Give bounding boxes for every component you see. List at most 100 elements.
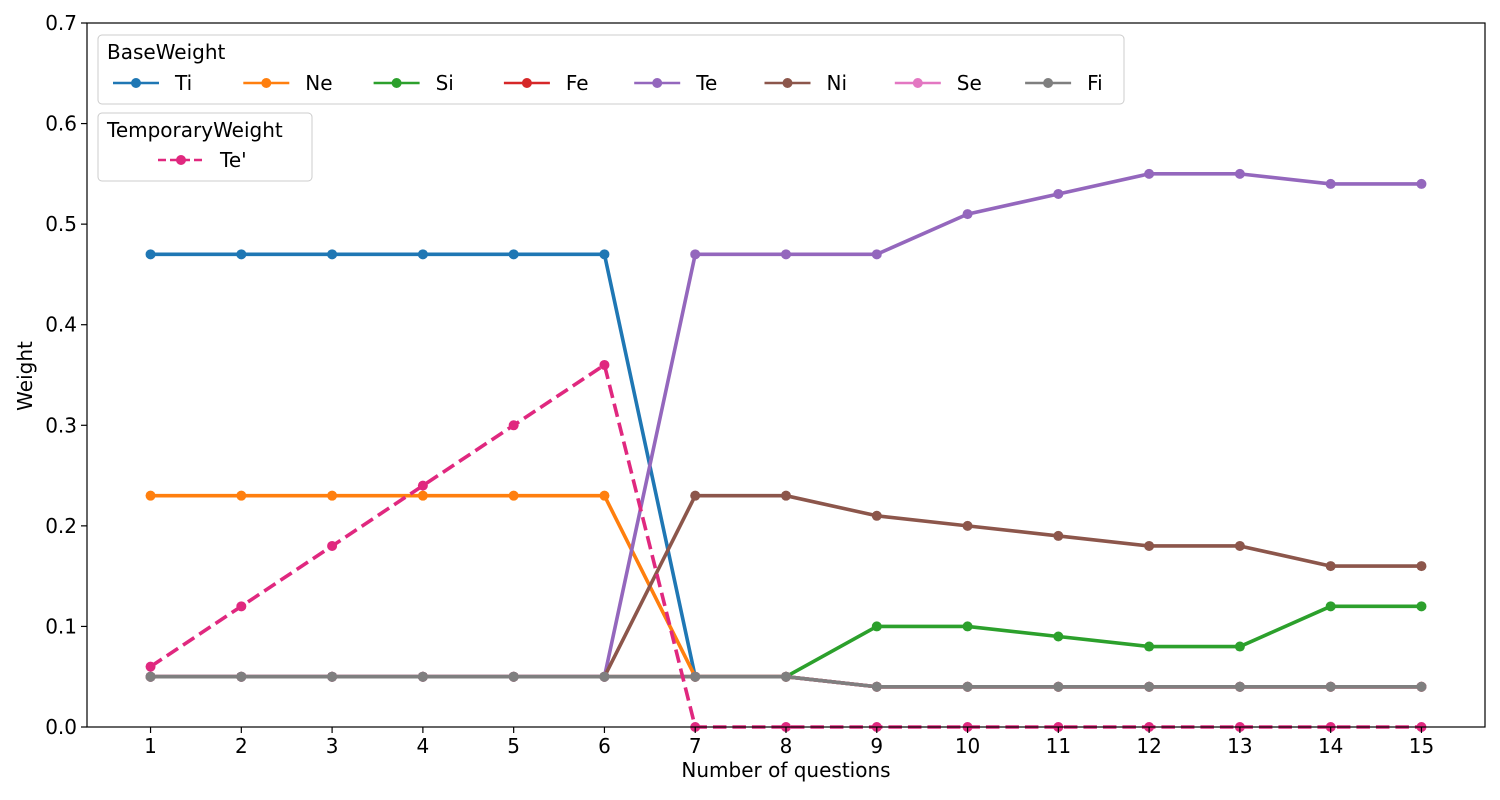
y-axis-label: Weight (13, 341, 37, 411)
x-tick-label: 3 (326, 734, 339, 758)
data-point (417, 480, 428, 491)
data-point (690, 249, 701, 260)
data-point (1416, 178, 1427, 189)
y-tick-label: 0.4 (45, 313, 77, 337)
data-point (962, 520, 973, 531)
x-tick-label: 14 (1318, 734, 1343, 758)
legend-entry: Ti (113, 71, 192, 95)
y-tick-label: 0.2 (45, 514, 77, 538)
data-point (781, 490, 791, 501)
data-point (145, 671, 156, 682)
data-point (1053, 188, 1064, 199)
legend-marker (391, 78, 402, 88)
x-tick-label: 2 (235, 734, 248, 758)
x-tick-label: 13 (1227, 734, 1252, 758)
legend-temporaryweight (97, 112, 313, 182)
legend-marker (521, 78, 532, 88)
x-tick-label: 8 (780, 734, 793, 758)
legend-layer: BaseWeight Ti Ne Si Fe Te Ni Se Fi TemporaryWeigh… (97, 34, 1125, 182)
y-tick-label: 0.5 (45, 212, 77, 236)
data-point (1234, 681, 1245, 692)
legend-label: Se (957, 71, 982, 95)
series-ni (145, 490, 1427, 682)
data-point (1144, 168, 1155, 179)
data-point (1416, 601, 1427, 612)
x-tick-label: 7 (689, 734, 702, 758)
data-point (781, 671, 791, 682)
legend-entry: Fi (1025, 71, 1103, 95)
legend-entry: Se (894, 71, 982, 95)
x-tick-label: 1 (144, 734, 157, 758)
data-point (327, 249, 338, 260)
data-point (1234, 168, 1245, 179)
axes-layer: 1 2 3 4 5 6 7 8 9 10 11 12 13 14 150.00.10.20.30.40.50… (45, 11, 1486, 758)
data-point (1325, 178, 1336, 189)
y-tick-label: 0.3 (45, 413, 77, 437)
data-point (962, 681, 973, 692)
data-point (1053, 681, 1064, 692)
x-tick-label: 5 (507, 734, 520, 758)
legend-entry: Ni (764, 71, 848, 95)
data-point (417, 249, 428, 260)
series-te (145, 168, 1427, 682)
legend-baseweight (97, 34, 1125, 105)
data-point (962, 621, 973, 632)
legend-label: Te (695, 71, 717, 95)
data-point (1325, 561, 1336, 572)
series-line (148, 604, 1424, 679)
legend-marker (131, 78, 141, 88)
data-point (1053, 530, 1064, 541)
data-point (236, 671, 247, 682)
y-tick-label: 0.1 (45, 614, 77, 638)
data-point (871, 510, 882, 521)
data-point (1144, 641, 1155, 652)
data-point (1325, 681, 1336, 692)
legend-marker (176, 155, 186, 165)
series-line (148, 252, 1424, 689)
data-point (1144, 540, 1155, 551)
data-point (599, 671, 610, 682)
data-point (1234, 540, 1245, 551)
data-point (871, 681, 882, 692)
data-point (417, 490, 428, 501)
x-axis-label: Number of questions (681, 758, 890, 782)
data-point (781, 249, 791, 260)
legend-label: Si (436, 71, 454, 95)
data-point (599, 359, 610, 370)
data-point (1416, 561, 1427, 572)
data-point (145, 490, 156, 501)
series-line (148, 172, 1424, 679)
series-line (148, 493, 1424, 689)
data-point (236, 601, 247, 612)
x-tick-label: 15 (1409, 734, 1434, 758)
data-point (690, 671, 701, 682)
legend-entry: Si (373, 71, 454, 95)
y-tick-label: 0.6 (45, 112, 77, 136)
legend-label: Ni (827, 71, 848, 95)
series-layer (145, 168, 1427, 732)
legend-entry: Fe (503, 71, 589, 95)
series-ne (145, 490, 1427, 692)
series-si (145, 601, 1427, 682)
data-point (327, 540, 338, 551)
data-point (508, 490, 519, 501)
legend-title: BaseWeight (107, 40, 226, 64)
legend-label: Fi (1087, 71, 1103, 95)
legend-marker (1043, 78, 1054, 88)
data-point (962, 209, 973, 220)
series-ti (145, 249, 1427, 692)
legend-title: TemporaryWeight (106, 118, 283, 142)
x-tick-label: 10 (955, 734, 980, 758)
data-point (145, 661, 156, 672)
data-point (1053, 631, 1064, 642)
data-point (145, 249, 156, 260)
data-point (508, 249, 519, 260)
data-point (871, 249, 882, 260)
legend-marker (782, 78, 793, 88)
data-point (508, 671, 519, 682)
legend-marker (261, 78, 272, 88)
series-fi (145, 671, 1427, 692)
data-point (327, 490, 338, 501)
